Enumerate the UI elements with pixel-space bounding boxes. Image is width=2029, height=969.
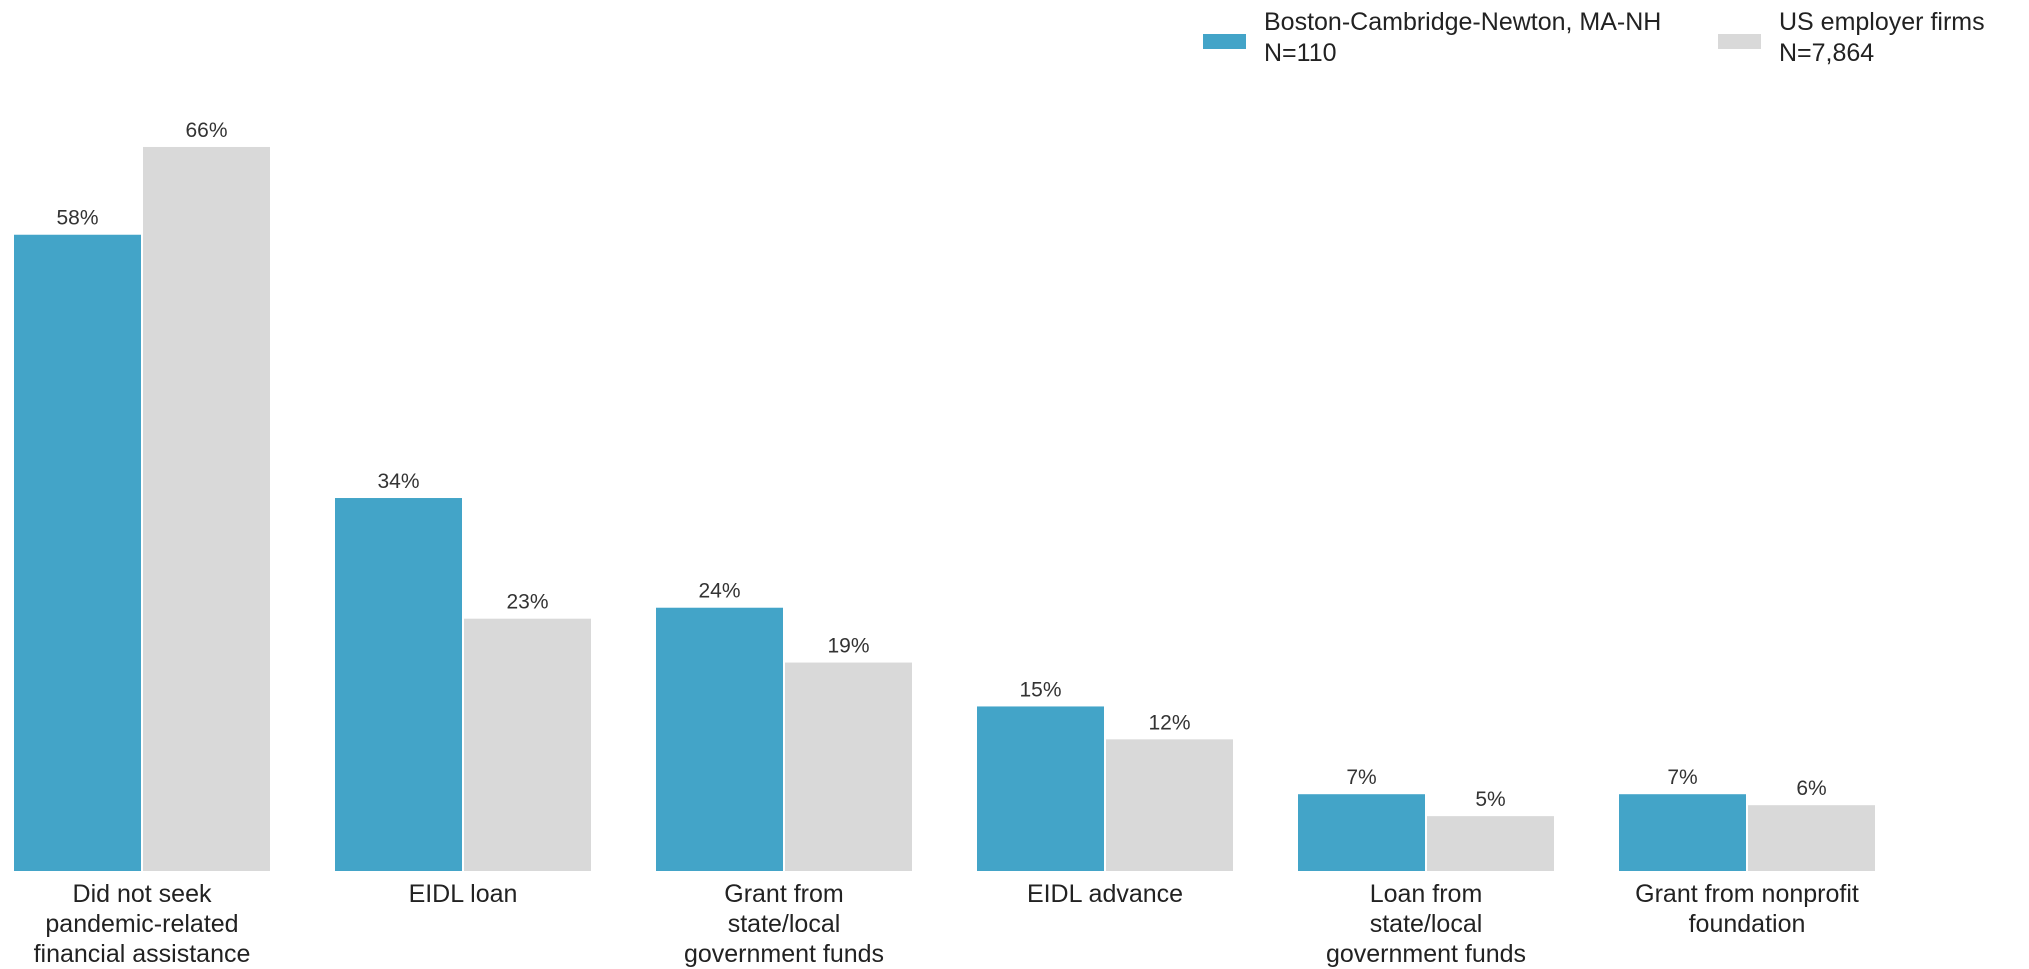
category-label-1-line-0: EIDL loan: [409, 880, 518, 908]
legend-swatch-us: [1718, 34, 1761, 49]
bar-series0-cat0: [14, 234, 141, 872]
legend-n-boston: N=110: [1264, 39, 1337, 67]
value-label-series0-cat1: 34%: [377, 470, 419, 493]
category-label-3-line-0: EIDL advance: [1027, 880, 1183, 908]
value-label-series1-cat2: 19%: [827, 635, 869, 658]
value-label-series1-cat4: 5%: [1475, 788, 1505, 811]
value-label-series1-cat3: 12%: [1148, 711, 1190, 734]
bar-series0-cat4: [1298, 794, 1425, 871]
legend-label-us: US employer firms: [1779, 8, 1985, 36]
category-label-0-line-2: financial assistance: [34, 940, 251, 968]
bar-series1-cat5: [1748, 805, 1875, 871]
category-label-2-line-2: government funds: [684, 940, 884, 968]
value-labels: 58% 66% 34% 23% 24% 19% 15% 12% 7% 5% 7% 6%: [56, 119, 1826, 811]
category-label-4-line-0: Loan from: [1370, 880, 1483, 908]
category-label-4-line-1: state/local: [1370, 910, 1483, 938]
legend-n-us: N=7,864: [1779, 39, 1874, 67]
value-label-series0-cat4: 7%: [1346, 766, 1376, 789]
legend-item-us: US employer firms N=7,864: [1718, 8, 1985, 67]
legend-item-boston: Boston-Cambridge-Newton, MA-NH N=110: [1203, 8, 1661, 67]
bar-series1-cat1: [464, 618, 591, 871]
category-label-5-line-1: foundation: [1689, 910, 1806, 938]
legend-swatch-boston: [1203, 34, 1246, 49]
category-label-2-line-0: Grant from: [724, 880, 843, 908]
value-label-series1-cat5: 6%: [1796, 777, 1826, 800]
bar-series0-cat2: [656, 607, 783, 871]
value-label-series0-cat5: 7%: [1667, 766, 1697, 789]
legend-label-boston: Boston-Cambridge-Newton, MA-NH: [1264, 8, 1661, 36]
bar-series1-cat4: [1427, 816, 1554, 871]
category-label-0-line-0: Did not seek: [73, 880, 212, 908]
bar-series1-cat3: [1106, 739, 1233, 871]
value-label-series0-cat3: 15%: [1019, 678, 1061, 701]
bar-series0-cat1: [335, 498, 462, 871]
category-label-0-line-1: pandemic-related: [45, 910, 238, 938]
bar-series1-cat0: [143, 146, 270, 872]
category-label-4-line-2: government funds: [1326, 940, 1526, 968]
bars: [14, 146, 1875, 872]
bar-series0-cat3: [977, 706, 1104, 871]
bar-series1-cat2: [785, 662, 912, 871]
bar-series0-cat5: [1619, 794, 1746, 871]
value-label-series1-cat0: 66%: [185, 119, 227, 142]
value-label-series0-cat0: 58%: [56, 207, 98, 230]
value-label-series1-cat1: 23%: [506, 591, 548, 614]
legend: Boston-Cambridge-Newton, MA-NH N=110 US …: [1203, 8, 1985, 67]
category-label-5-line-0: Grant from nonprofit: [1635, 880, 1859, 908]
category-label-2-line-1: state/local: [728, 910, 841, 938]
value-label-series0-cat2: 24%: [698, 580, 740, 603]
